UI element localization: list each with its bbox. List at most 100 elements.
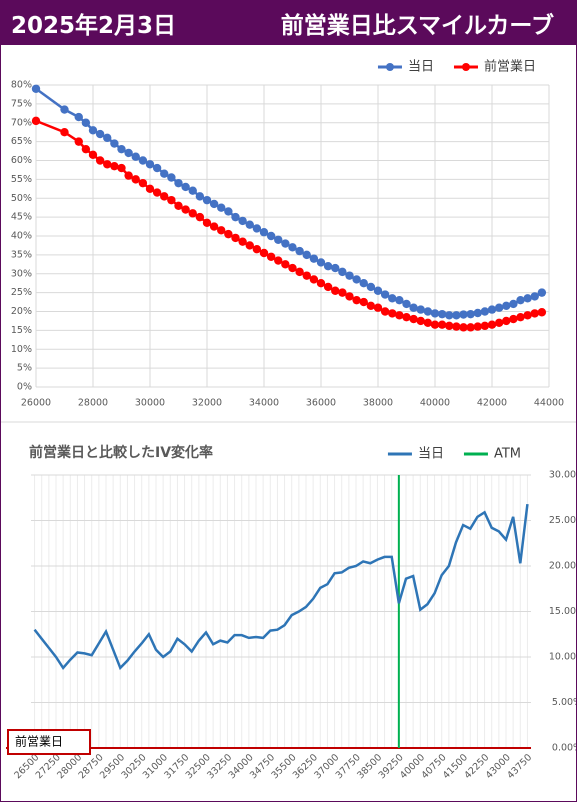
point: [167, 173, 176, 182]
point: [202, 218, 212, 227]
point: [60, 127, 69, 137]
point: [388, 294, 397, 303]
point: [309, 275, 319, 284]
legend-marker: [461, 63, 470, 71]
point: [487, 305, 497, 314]
point: [509, 314, 518, 324]
point: [231, 212, 240, 222]
y-tick-label: 20.00%: [549, 561, 576, 572]
point: [494, 318, 504, 328]
point: [480, 307, 490, 316]
y-tick-label: 15.00%: [549, 606, 576, 617]
point: [502, 316, 511, 326]
point: [473, 308, 482, 318]
point: [366, 282, 376, 292]
y-tick-label: 5%: [17, 363, 32, 374]
y-tick-label: 10%: [11, 344, 32, 355]
point: [110, 161, 119, 171]
point: [409, 314, 418, 324]
y-tick-label: 45%: [11, 212, 32, 223]
series-line: [33, 503, 529, 671]
y-tick-label: 70%: [11, 117, 32, 128]
point: [423, 307, 433, 316]
point: [95, 129, 105, 139]
point: [480, 321, 490, 331]
y-tick-label: 65%: [11, 136, 32, 147]
y-tick-label: 75%: [11, 98, 32, 109]
y-tick-label: 15%: [11, 325, 32, 336]
point: [423, 318, 433, 328]
point: [302, 250, 311, 260]
point: [259, 228, 269, 237]
legend-label: 当日: [408, 60, 434, 75]
point: [160, 169, 169, 178]
point: [245, 220, 254, 229]
point: [124, 171, 133, 180]
point: [459, 310, 468, 319]
series-line: [35, 119, 543, 329]
x-tick-label: 43750: [505, 752, 534, 781]
point: [174, 201, 183, 210]
point: [323, 282, 333, 292]
point: [145, 160, 155, 169]
point: [416, 305, 425, 314]
point: [359, 278, 368, 288]
point: [359, 297, 368, 307]
y-tick-label: 80%: [11, 80, 32, 91]
point: [188, 186, 197, 195]
point: [224, 207, 233, 216]
point: [217, 226, 226, 235]
y-tick-label: 0%: [17, 382, 32, 393]
point: [352, 275, 361, 284]
point: [516, 312, 525, 322]
point: [487, 320, 497, 329]
y-tick-label: 30%: [11, 268, 32, 279]
point: [95, 156, 105, 165]
chart-title: 前営業日と比較したIV変化率: [29, 444, 213, 461]
point: [174, 178, 183, 188]
point: [138, 178, 148, 188]
point: [452, 322, 461, 331]
x-tick-label: 44000: [534, 398, 564, 409]
point: [380, 307, 390, 316]
point: [295, 246, 304, 256]
point: [160, 192, 169, 201]
point: [309, 254, 319, 263]
point: [402, 312, 411, 322]
y-tick-label: 40%: [11, 231, 32, 242]
point: [88, 150, 98, 160]
point: [473, 322, 482, 331]
y-tick-label: 10.00%: [549, 652, 576, 663]
point: [395, 311, 404, 320]
point: [530, 309, 539, 318]
point: [331, 263, 340, 273]
point: [494, 303, 504, 312]
x-tick-label: 36000: [306, 398, 336, 409]
point: [281, 260, 290, 269]
point: [74, 137, 83, 146]
point: [437, 320, 447, 329]
point: [81, 118, 91, 127]
header-title: 前営業日比スマイルカーブ: [280, 13, 554, 39]
y-tick-label: 25%: [11, 287, 32, 298]
point: [145, 184, 155, 194]
point: [352, 295, 361, 305]
y-tick-label: 35%: [11, 249, 32, 260]
y-tick-label: 60%: [11, 155, 32, 166]
point: [437, 309, 447, 319]
point: [509, 299, 518, 309]
x-tick-label: 28000: [78, 398, 108, 409]
legend-label: ATM: [494, 447, 521, 462]
point: [266, 252, 276, 261]
point: [88, 126, 98, 135]
point: [345, 271, 354, 280]
point: [338, 288, 347, 297]
charts: 0% 5% 10% 15% 20% 25% 30% 35% 40% 45% 50% 55% 60% 65%…: [1, 59, 576, 781]
point: [60, 105, 69, 114]
point: [452, 311, 461, 320]
point: [103, 133, 112, 143]
point: [81, 144, 91, 154]
point: [537, 288, 547, 297]
x-tick-label: 38000: [363, 398, 393, 409]
